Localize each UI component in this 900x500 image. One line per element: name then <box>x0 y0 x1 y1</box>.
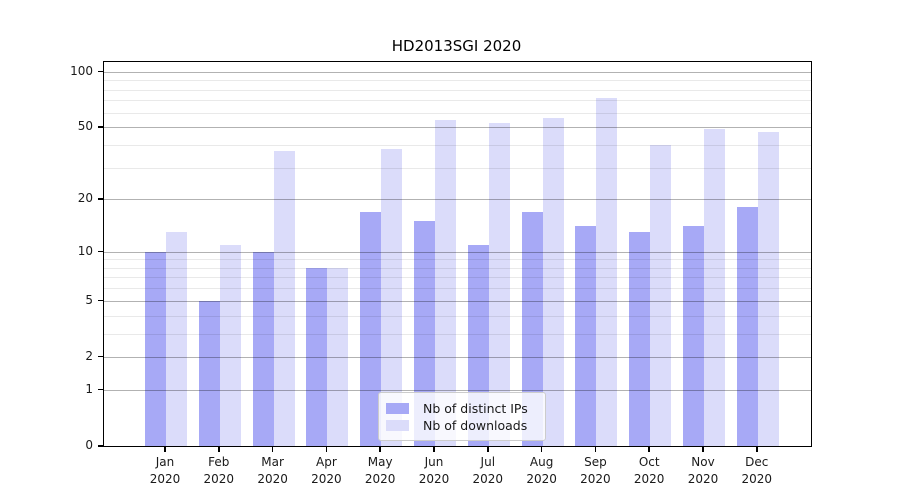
bar-distinct-ips-apr <box>306 267 328 446</box>
bar-distinct-ips-sep <box>575 226 597 446</box>
x-tick-mark-jun <box>433 446 435 452</box>
x-tick-label-feb: Feb 2020 <box>203 455 235 486</box>
major-gridline-50 <box>104 127 811 129</box>
bar-downloads-oct <box>650 144 672 446</box>
bar-distinct-ips-mar <box>252 251 274 446</box>
x-tick-label-apr: Apr 2020 <box>311 455 342 486</box>
x-tick-mark-nov <box>702 446 704 452</box>
y-tick-mark-5 <box>98 299 103 302</box>
x-tick-label-jun: Jun 2020 <box>418 455 450 486</box>
x-tick-label-aug: Aug 2020 <box>526 455 557 486</box>
y-tick-label-2: 2 <box>85 348 93 363</box>
major-gridline-20 <box>104 199 811 201</box>
y-tick-mark-20 <box>98 198 103 200</box>
bar-downloads-dec <box>757 132 779 446</box>
bar-distinct-ips-jun <box>414 221 435 446</box>
x-tick-label-nov: Nov 2020 <box>687 455 719 486</box>
y-tick-label-10: 10 <box>77 243 93 258</box>
legend-swatch-distinct-ips <box>386 402 409 414</box>
bar-downloads-jul <box>488 122 510 446</box>
legend-swatch-downloads <box>386 419 409 431</box>
bar-downloads-nov <box>704 128 725 446</box>
x-tick-mark-apr <box>325 446 328 452</box>
major-gridline-2 <box>104 356 811 358</box>
y-tick-mark-10 <box>98 250 103 253</box>
x-tick-label-mar: Mar 2020 <box>257 455 288 486</box>
x-tick-label-jan: Jan 2020 <box>149 455 181 486</box>
plot-area <box>103 61 812 447</box>
bar-distinct-ips-jan <box>145 251 166 446</box>
x-tick-mark-jan <box>164 446 166 452</box>
y-tick-label-5: 5 <box>85 292 93 307</box>
bar-distinct-ips-aug <box>521 211 543 446</box>
x-tick-label-may: May 2020 <box>364 455 396 486</box>
minor-gridline-70 <box>104 100 811 102</box>
minor-gridline-80 <box>104 89 811 91</box>
y-tick-label-0: 0 <box>85 438 93 452</box>
bar-distinct-ips-feb <box>198 300 220 446</box>
minor-gridline-60 <box>104 112 811 114</box>
y-tick-mark-50 <box>98 126 103 128</box>
minor-gridline-3 <box>104 333 811 335</box>
minor-gridline-9 <box>104 259 811 261</box>
y-tick-label-20: 20 <box>77 191 93 206</box>
minor-gridline-40 <box>104 144 811 146</box>
minor-gridline-30 <box>104 167 811 169</box>
legend-label-distinct-ips: Nb of distinct IPs <box>423 400 528 416</box>
bar-downloads-may <box>381 148 403 446</box>
x-tick-label-sep: Sep 2020 <box>580 455 611 486</box>
x-tick-label-dec: Dec 2020 <box>741 455 773 486</box>
legend: Nb of distinct IPs Nb of downloads <box>378 392 546 441</box>
x-tick-mark-mar <box>271 446 274 452</box>
bar-downloads-aug <box>542 118 564 446</box>
bar-distinct-ips-oct <box>629 232 651 446</box>
bar-distinct-ips-may <box>360 211 382 446</box>
minor-gridline-6 <box>104 288 811 290</box>
y-tick-label-100: 100 <box>70 63 93 78</box>
x-tick-mark-aug <box>540 446 543 452</box>
x-tick-mark-may <box>379 446 381 452</box>
y-tick-label-50: 50 <box>77 119 93 134</box>
major-gridline-5 <box>104 300 811 302</box>
y-tick-mark-2 <box>98 355 103 358</box>
y-tick-mark-100 <box>98 70 103 73</box>
minor-gridline-8 <box>104 267 811 269</box>
x-tick-mark-dec <box>756 446 758 452</box>
legend-label-downloads: Nb of downloads <box>423 417 528 433</box>
minor-gridline-90 <box>104 80 811 82</box>
bar-downloads-mar <box>273 151 295 446</box>
y-tick-mark-1 <box>98 388 103 391</box>
y-tick-label-1: 1 <box>85 381 93 396</box>
minor-gridline-4 <box>104 315 811 317</box>
x-tick-label-jul: Jul 2020 <box>472 455 504 486</box>
x-tick-mark-oct <box>648 446 650 452</box>
bar-downloads-jan <box>166 232 187 446</box>
chart-title: HD2013SGI 2020 <box>391 37 522 55</box>
bar-downloads-feb <box>219 244 241 446</box>
x-tick-mark-jul <box>487 446 489 452</box>
bar-downloads-jun <box>435 119 456 446</box>
major-gridline-100 <box>104 71 811 73</box>
bar-distinct-ips-dec <box>736 207 758 446</box>
x-tick-mark-sep <box>594 446 597 452</box>
bar-downloads-sep <box>596 98 618 446</box>
legend-row-downloads: Nb of downloads <box>386 417 537 433</box>
x-tick-mark-feb <box>218 446 220 452</box>
major-gridline-1 <box>104 389 811 391</box>
major-gridline-10 <box>104 251 811 253</box>
bar-distinct-ips-nov <box>683 226 704 446</box>
minor-gridline-7 <box>104 277 811 279</box>
y-tick-mark-0 <box>98 445 103 447</box>
x-tick-label-oct: Oct 2020 <box>633 455 665 486</box>
bar-downloads-apr <box>327 267 349 446</box>
legend-row-distinct-ips: Nb of distinct IPs <box>386 400 537 416</box>
